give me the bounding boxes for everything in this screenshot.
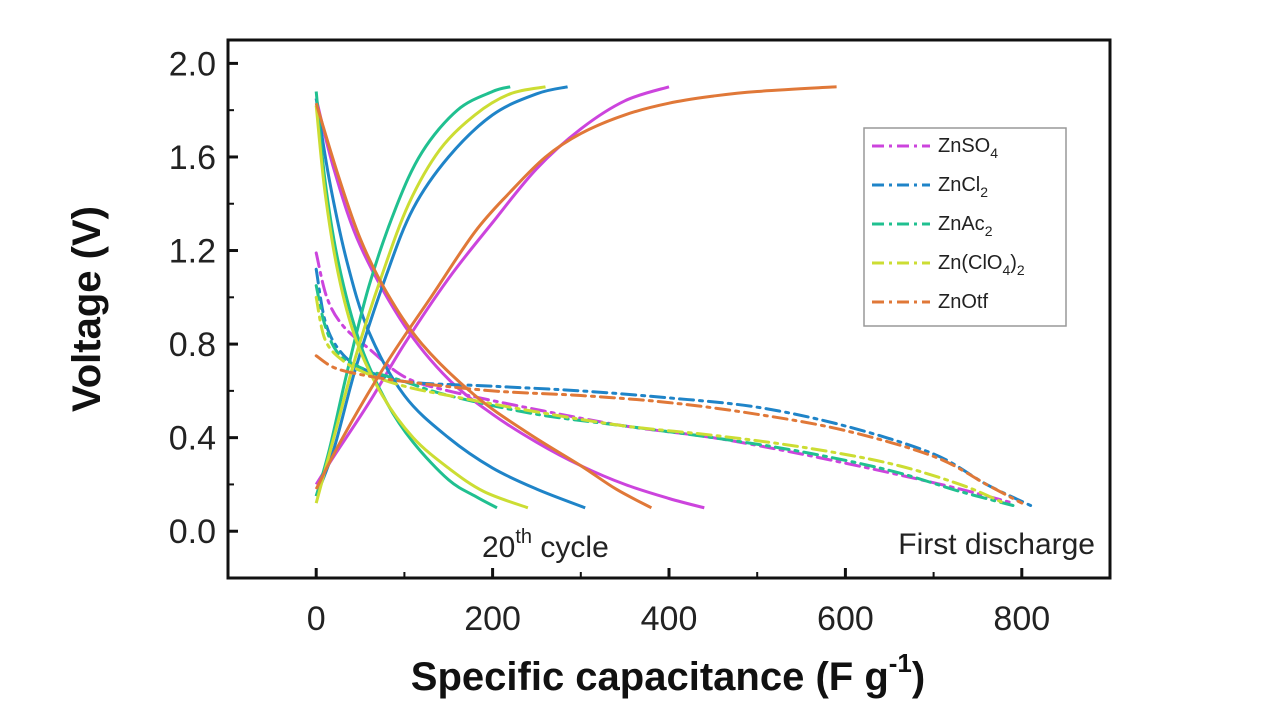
series-znso4-cycle-charge [314, 85, 670, 486]
legend-label: ZnCl2 [938, 174, 988, 200]
x-axis-title: Specific capacitance (F g-1) [411, 648, 925, 699]
x-tick-label: 200 [464, 600, 521, 638]
x-axis-title-sup: -1 [889, 648, 912, 678]
legend-box [863, 127, 1067, 327]
x-axis: 0 200 400 600 800 [227, 568, 1111, 638]
x-axis-title-end: ) [912, 655, 925, 699]
legend-label: ZnOtf [938, 291, 988, 313]
y-tick-label: 0.0 [169, 513, 216, 551]
x-tick-label: 600 [817, 600, 874, 638]
legend-label-sub: 4 [990, 145, 998, 161]
series-znclo42-cycle-discharge [314, 105, 529, 510]
legend-label-sub: 2 [980, 184, 988, 200]
legend-label-main: ZnCl [938, 174, 980, 196]
series-layer [314, 85, 1033, 510]
legend-label: ZnSO4 [938, 135, 998, 161]
legend-label-sub: 2 [985, 223, 993, 239]
y-tick-label: 1.2 [169, 233, 216, 271]
cycle-annotation-end: cycle [532, 531, 609, 564]
legend-label-tail: ) [1010, 252, 1017, 274]
y-tick-label: 1.6 [169, 139, 216, 177]
x-tick-label: 400 [641, 600, 698, 638]
y-axis: 0.0 0.4 0.8 1.2 1.6 2.0 [169, 45, 238, 579]
legend-label: Zn(ClO4)2 [938, 252, 1025, 278]
cycle-annotation: 20th cycle [482, 526, 609, 564]
legend-label: ZnAc2 [938, 213, 993, 239]
legend-label-tail-sub: 2 [1017, 262, 1025, 278]
series-znclo42-cycle-charge [314, 85, 546, 504]
x-tick-label: 800 [993, 600, 1050, 638]
series-znso4-first-discharge [314, 251, 1015, 505]
y-tick-label: 2.0 [169, 45, 216, 83]
series-znac2-cycle-charge [314, 85, 511, 497]
cycle-annotation-sup: th [515, 526, 532, 548]
first-discharge-annotation: First discharge [898, 528, 1095, 561]
legend-label-main: ZnAc [938, 213, 985, 235]
series-znclo42-first-discharge [314, 295, 1006, 505]
legend-label-sub: 4 [1002, 262, 1010, 278]
legend-label-main: ZnOtf [938, 291, 988, 313]
series-znotf-first-discharge [314, 354, 1024, 505]
y-tick-label: 0.8 [169, 326, 216, 364]
series-znotf-cycle-charge [314, 85, 837, 490]
x-axis-title-main: Specific capacitance (F g [411, 655, 889, 699]
x-tick-label: 0 [307, 600, 326, 638]
series-znotf-cycle-discharge [314, 102, 653, 510]
series-zncl2-cycle-charge [314, 85, 568, 497]
series-znso4-cycle-discharge [314, 98, 705, 510]
series-znac2-first-discharge [314, 284, 1015, 507]
legend-label-main: ZnSO [938, 135, 990, 157]
series-zncl2-first-discharge [314, 267, 1033, 507]
y-axis-title: Voltage (V) [65, 206, 109, 412]
legend-label-main: Zn(ClO [938, 252, 1002, 274]
y-tick-label: 0.4 [169, 420, 216, 458]
cycle-annotation-main: 20 [482, 531, 515, 564]
